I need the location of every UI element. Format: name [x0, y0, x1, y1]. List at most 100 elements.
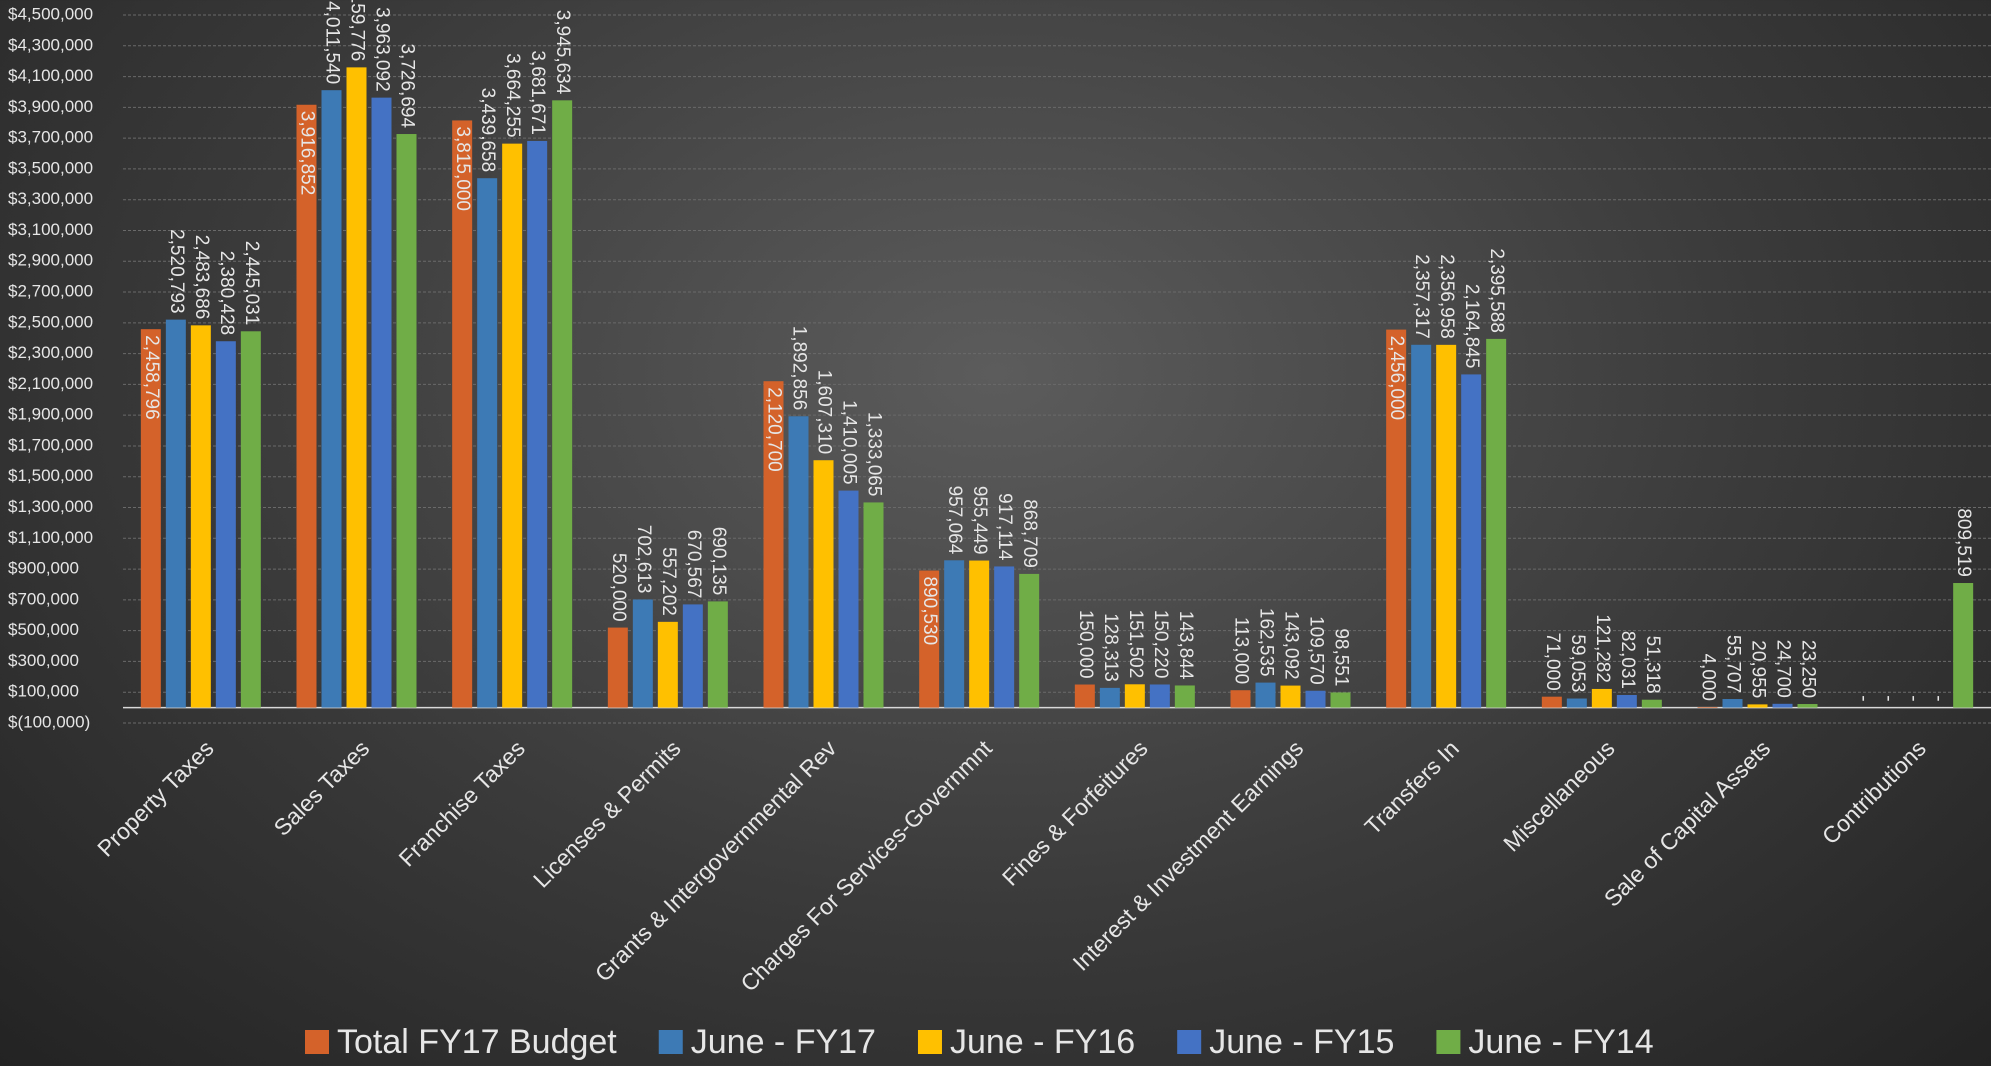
legend-label: June - FY16 [950, 1023, 1135, 1061]
y-tick-label: $(100,000) [8, 712, 90, 731]
x-tick-label: Sale of Capital Assets [1599, 735, 1776, 912]
bar [1174, 685, 1195, 708]
bar [527, 140, 548, 708]
bar [1953, 583, 1974, 708]
legend-label: June - FY14 [1468, 1023, 1653, 1061]
value-label: 1,607,310 [813, 370, 834, 455]
value-label: 143,844 [1175, 611, 1196, 680]
bar [1461, 374, 1482, 708]
value-label: 955,449 [969, 486, 990, 555]
bar [1722, 699, 1743, 708]
value-label: 128,313 [1100, 613, 1121, 682]
bar [1386, 329, 1407, 708]
x-tick-label: Charges For Services-Governmnt [735, 735, 997, 997]
x-tick-label: Transfers In [1359, 735, 1464, 840]
value-label: 51,318 [1642, 636, 1663, 694]
value-label: 162,535 [1255, 608, 1276, 677]
value-label: 4,000 [1697, 653, 1718, 701]
value-label: 890,530 [919, 577, 940, 646]
y-tick-label: $500,000 [8, 620, 79, 639]
value-label: 109,570 [1305, 616, 1326, 685]
value-label: 809,519 [1953, 508, 1974, 577]
y-tick-label: $700,000 [8, 589, 79, 608]
value-label: 3,815,000 [452, 126, 473, 211]
x-tick-label: Licenses & Permits [528, 735, 686, 893]
value-label: 24,700 [1772, 640, 1793, 698]
value-label: - [1903, 695, 1924, 701]
bar [813, 460, 834, 708]
bar [1280, 685, 1301, 708]
bar [240, 331, 261, 708]
y-tick-label: $4,100,000 [8, 66, 93, 85]
value-label: 917,114 [994, 493, 1015, 561]
y-tick-label: $1,100,000 [8, 528, 93, 547]
value-label: 2,445,031 [241, 241, 262, 326]
value-label: 2,120,700 [763, 387, 784, 472]
value-label: 59,053 [1567, 634, 1588, 692]
value-label: 957,064 [944, 486, 965, 555]
bar [1099, 687, 1120, 708]
y-tick-label: $300,000 [8, 651, 79, 670]
legend-swatch [305, 1030, 329, 1054]
y-tick-label: $1,300,000 [8, 497, 93, 516]
y-tick-label: $4,500,000 [8, 4, 93, 23]
value-label: 1,410,005 [838, 400, 859, 485]
value-label: 82,031 [1617, 631, 1638, 689]
y-tick-label: $100,000 [8, 682, 79, 701]
bar [969, 560, 990, 708]
x-tick-label: Franchise Taxes [393, 735, 530, 872]
bar [452, 120, 473, 708]
bar [1566, 698, 1587, 708]
value-label: 23,250 [1797, 640, 1818, 698]
y-tick-label: $2,100,000 [8, 374, 93, 393]
bar [371, 97, 392, 708]
legend-swatch [1177, 1030, 1202, 1054]
bar [657, 621, 678, 708]
legend-label: Total FY17 Budget [337, 1023, 617, 1061]
x-tick-label: Grants & Intergovernmental Rev [590, 735, 842, 987]
bar [1305, 690, 1326, 708]
value-label: 2,356,958 [1436, 254, 1457, 339]
bar [944, 560, 965, 708]
y-tick-label: $2,300,000 [8, 343, 93, 362]
legend-label: June - FY17 [691, 1023, 876, 1061]
value-label: 3,916,852 [296, 111, 317, 196]
x-tick-label: Miscellaneous [1498, 735, 1619, 856]
value-label: 1,892,856 [788, 326, 809, 411]
y-tick-label: $3,500,000 [8, 158, 93, 177]
value-label: 71,000 [1542, 633, 1563, 691]
y-tick-label: $1,700,000 [8, 435, 93, 454]
x-tick-label: Sales Taxes [269, 735, 375, 841]
value-label: 2,520,793 [166, 229, 187, 314]
value-label: 55,707 [1722, 635, 1743, 693]
bar [396, 134, 417, 708]
y-tick-label: $2,500,000 [8, 312, 93, 331]
bar [1330, 692, 1351, 708]
bar [1230, 690, 1251, 708]
bar [1411, 344, 1432, 708]
legend-label: June - FY15 [1209, 1023, 1394, 1061]
value-label: 143,092 [1280, 611, 1301, 680]
y-tick-label: $900,000 [8, 559, 79, 578]
value-label: 2,164,845 [1461, 284, 1482, 369]
bar [1436, 344, 1457, 708]
bar [190, 325, 211, 708]
y-tick-label: $2,900,000 [8, 251, 93, 270]
value-label: 20,955 [1747, 640, 1768, 698]
legend-swatch [917, 1030, 942, 1054]
bar [346, 67, 367, 708]
value-label: 121,282 [1592, 614, 1613, 683]
value-label: 150,000 [1075, 610, 1096, 679]
bar [1019, 573, 1040, 708]
value-label: 4,011,540 [321, 1, 342, 84]
bar [1747, 704, 1768, 708]
bar [1616, 694, 1637, 708]
bar [165, 319, 186, 708]
y-tick-label: $1,900,000 [8, 405, 93, 424]
bar [1797, 704, 1818, 708]
value-label: 2,380,428 [216, 251, 237, 336]
value-label: 690,135 [708, 527, 729, 596]
value-label: 670,567 [683, 530, 704, 599]
value-label: 150,220 [1150, 610, 1171, 679]
